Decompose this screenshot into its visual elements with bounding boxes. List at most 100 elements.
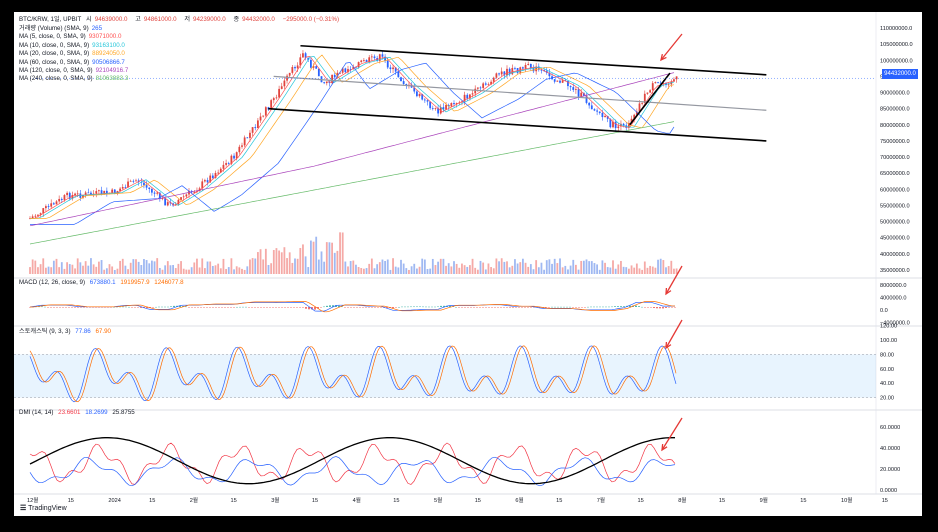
volume-bar bbox=[156, 258, 159, 274]
time-tick-label: 10월 bbox=[841, 496, 852, 504]
volume-bar bbox=[82, 265, 84, 274]
volume-bar bbox=[429, 268, 432, 274]
candle-body bbox=[649, 90, 651, 93]
candle-body bbox=[667, 84, 670, 86]
volume-bar bbox=[296, 258, 299, 274]
time-tick-label: 12월 bbox=[27, 496, 38, 504]
macd-histogram-bar bbox=[521, 307, 523, 308]
candle-body bbox=[60, 198, 63, 200]
macd-histogram-bar bbox=[665, 307, 667, 308]
volume-bar bbox=[609, 267, 612, 274]
volume-bar bbox=[519, 262, 522, 274]
macd-histogram-bar bbox=[146, 307, 148, 309]
legend-item[interactable]: MA (10, close, 0, SMA, 9) 93163100.0 bbox=[19, 42, 131, 50]
volume-bar bbox=[299, 247, 302, 274]
macd-histogram-bar bbox=[398, 306, 400, 308]
chart-canvas[interactable]: 110000000.0105000000.0100000000.09500000… bbox=[14, 12, 922, 516]
legend-item[interactable]: MA (240, close, 0, SMA, 9) 81063883.3 bbox=[19, 75, 131, 83]
volume-bar bbox=[66, 262, 68, 274]
legend-item[interactable]: MA (20, close, 0, SMA, 9) 88924050.0 bbox=[19, 50, 131, 58]
legend-item[interactable]: 거래량 (Volume) (SMA, 9) 265 bbox=[19, 25, 131, 33]
macd-histogram-bar bbox=[410, 306, 412, 308]
volume-bar bbox=[140, 265, 143, 274]
volume-bar bbox=[188, 269, 190, 274]
macd-histogram-bar bbox=[194, 307, 196, 308]
candle-body bbox=[174, 204, 177, 206]
volume-bar bbox=[137, 261, 140, 274]
candle-body bbox=[124, 187, 127, 188]
macd-tick-label: 0.0 bbox=[880, 308, 888, 314]
macd-histogram-bar bbox=[620, 306, 622, 307]
macd-histogram-bar bbox=[644, 307, 646, 308]
macd-signal-line bbox=[30, 301, 675, 313]
volume-bar bbox=[185, 269, 188, 274]
candle-body bbox=[87, 192, 90, 194]
legend-item[interactable]: MA (60, close, 0, SMA, 9) 90506866.7 bbox=[19, 59, 131, 67]
volume-bar bbox=[445, 265, 447, 274]
candle-body bbox=[617, 126, 620, 129]
candle-body bbox=[275, 97, 278, 99]
candle-body bbox=[651, 83, 654, 91]
macd-histogram-bar bbox=[395, 307, 397, 308]
macd-histogram-bar bbox=[371, 307, 373, 308]
macd-histogram-bar bbox=[287, 307, 289, 308]
volume-bar bbox=[654, 267, 657, 274]
macd-histogram-bar bbox=[152, 307, 154, 308]
volume-bar bbox=[447, 263, 450, 274]
tradingview-logo[interactable]: ☰ TradingView bbox=[20, 504, 67, 512]
volume-bar bbox=[476, 269, 479, 274]
volume-bar bbox=[283, 247, 286, 274]
low-label: 저 bbox=[184, 16, 191, 23]
price-tick-label: 60000000.0 bbox=[880, 187, 910, 193]
candle-body bbox=[378, 54, 381, 61]
macd-histogram-bar bbox=[527, 307, 529, 308]
volume-bar bbox=[625, 267, 628, 274]
volume-bar bbox=[227, 267, 230, 274]
volume-bar bbox=[400, 259, 402, 274]
candle-body bbox=[185, 194, 188, 197]
candle-body bbox=[556, 80, 559, 82]
volume-bar bbox=[363, 268, 365, 274]
volume-bar bbox=[145, 260, 148, 274]
volume-bar bbox=[516, 263, 519, 274]
volume-bar bbox=[543, 269, 545, 274]
macd-histogram-bar bbox=[281, 307, 283, 308]
macd-histogram-bar bbox=[578, 307, 580, 308]
legend-value: 81063883.3 bbox=[95, 75, 129, 83]
macd-histogram-bar bbox=[332, 305, 334, 307]
legend-item[interactable]: MA (120, close, 0, SMA, 9) 92104916.7 bbox=[19, 67, 131, 75]
candle-body bbox=[143, 182, 145, 186]
macd-histogram-bar bbox=[173, 305, 175, 307]
volume-bar bbox=[132, 259, 135, 274]
volume-bar bbox=[50, 267, 53, 274]
volume-bar bbox=[55, 258, 58, 274]
macd-label: MACD (12, 26, close, 9) bbox=[19, 279, 86, 286]
red-arrow-head bbox=[665, 287, 672, 296]
macd-histogram-bar bbox=[317, 307, 319, 309]
candle-body bbox=[609, 118, 612, 128]
volume-bar bbox=[204, 268, 206, 274]
macd-histogram-bar bbox=[359, 307, 361, 308]
macd-histogram-bar bbox=[428, 306, 430, 308]
candle-body bbox=[182, 196, 185, 198]
macd-histogram-bar bbox=[503, 307, 505, 308]
volume-bar bbox=[548, 259, 551, 274]
candle-body bbox=[559, 80, 561, 83]
macd-histogram-bar bbox=[248, 307, 250, 308]
macd-histogram-bar bbox=[308, 307, 310, 310]
legend-item[interactable]: MA (5, close, 0, SMA, 9) 93071000.0 bbox=[19, 33, 131, 41]
candle-body bbox=[262, 115, 265, 117]
candle-body bbox=[325, 81, 328, 84]
red-arrow-head bbox=[665, 341, 672, 350]
macd-histogram-bar bbox=[569, 306, 571, 308]
price-tick-label: 105000000.0 bbox=[880, 42, 913, 48]
candle-body bbox=[135, 180, 137, 182]
volume-bar bbox=[522, 258, 524, 274]
macd-tick-label: 8000000.0 bbox=[880, 283, 906, 289]
macd-histogram-bar bbox=[485, 307, 487, 308]
volume-bar bbox=[593, 263, 596, 274]
volume-bar bbox=[421, 258, 424, 274]
indicator-legend: 거래량 (Volume) (SMA, 9) 265 MA (5, close, 0,… bbox=[19, 25, 131, 84]
macd-histogram-bar bbox=[179, 305, 181, 307]
volume-bar bbox=[484, 269, 487, 274]
